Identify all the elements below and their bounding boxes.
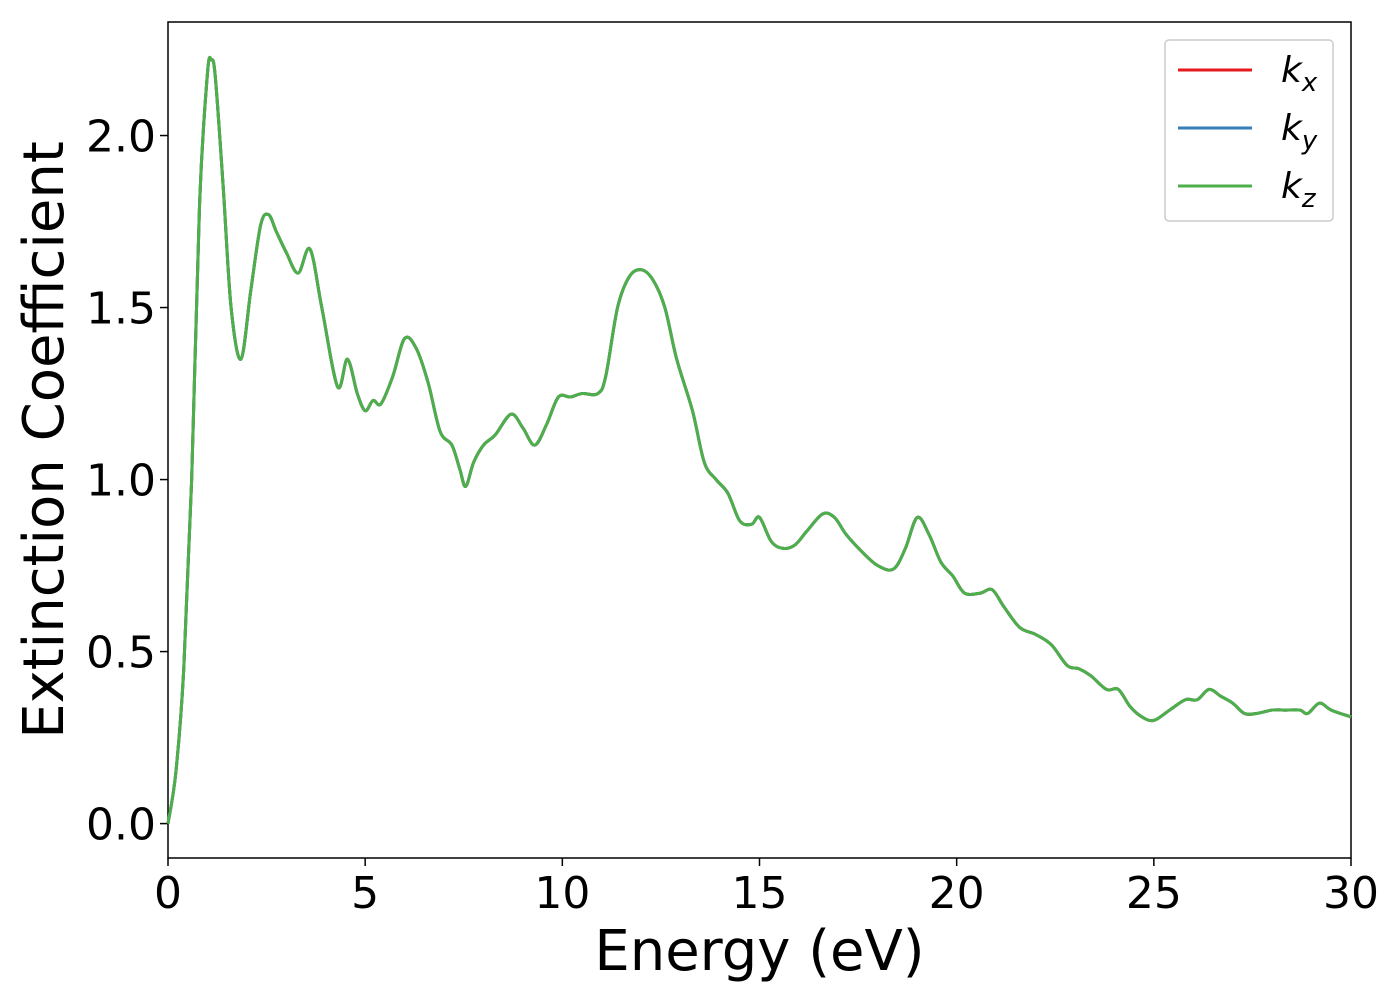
y-tick-label: 1.0 <box>86 456 156 507</box>
legend-label-base: k <box>1281 166 1304 207</box>
y-tick-label: 1.5 <box>86 284 156 335</box>
legend-label: kx <box>1281 50 1318 98</box>
x-tick-label: 5 <box>351 868 379 919</box>
legend-label-subscript: x <box>1301 68 1318 98</box>
x-tick-label: 15 <box>732 868 788 919</box>
y-tick-label: 0.5 <box>86 628 156 679</box>
y-tick-label: 2.0 <box>86 112 156 163</box>
legend-label: kz <box>1281 166 1317 214</box>
x-tick-label: 0 <box>154 868 182 919</box>
legend-label-base: k <box>1281 50 1304 91</box>
legend-label-base: k <box>1281 108 1304 149</box>
legend-label: ky <box>1281 108 1318 156</box>
y-axis: 0.0 0.5 1.0 1.5 2.0 <box>86 112 168 851</box>
x-tick-label: 30 <box>1323 868 1379 919</box>
y-axis-title: Extinction Coefficient <box>12 141 77 739</box>
x-tick-label: 10 <box>534 868 590 919</box>
x-axis-title: Energy (eV) <box>594 919 924 984</box>
series-line-kz <box>166 55 1352 824</box>
x-axis: 0 5 10 15 20 25 30 <box>154 858 1379 919</box>
y-tick-label: 0.0 <box>86 800 156 851</box>
legend-label-subscript: y <box>1301 126 1318 156</box>
legend-label-subscript: z <box>1301 184 1317 214</box>
series-group <box>166 55 1352 824</box>
x-tick-label: 20 <box>929 868 985 919</box>
x-tick-label: 25 <box>1126 868 1182 919</box>
legend-box <box>1164 39 1334 222</box>
